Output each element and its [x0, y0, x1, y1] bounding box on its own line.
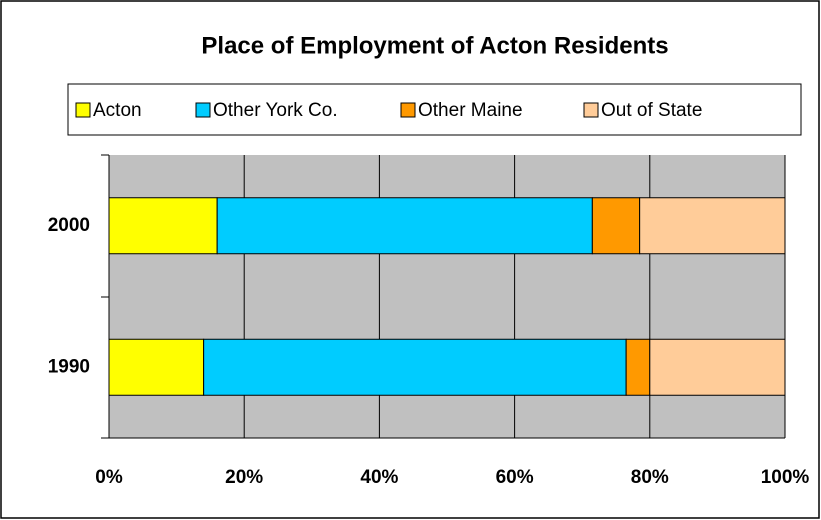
chart-title: Place of Employment of Acton Residents: [201, 32, 668, 59]
bar-segment: [108, 338, 205, 396]
legend-box: [67, 83, 802, 136]
bar-segment: [203, 338, 627, 396]
legend-label: Other York Co.: [213, 100, 338, 121]
legend-label: Acton: [93, 100, 142, 121]
bar-segment: [649, 338, 786, 396]
x-tick-label: 60%: [496, 467, 534, 488]
bar-segment: [639, 197, 786, 255]
bar-segment: [591, 197, 641, 255]
x-tick-label: 40%: [360, 467, 398, 488]
legend-swatch: [400, 102, 416, 118]
bar-segment: [625, 338, 651, 396]
legend-swatch: [75, 102, 91, 118]
legend-swatch: [195, 102, 211, 118]
x-tick-label: 20%: [225, 467, 263, 488]
bar-segment: [108, 197, 218, 255]
legend-label: Out of State: [601, 100, 702, 121]
x-tick-label: 0%: [95, 467, 123, 488]
legend-label: Other Maine: [418, 100, 523, 121]
x-tick-label: 100%: [761, 467, 810, 488]
bar-segment: [216, 197, 593, 255]
x-tick-label: 80%: [631, 467, 669, 488]
y-tick-label: 1990: [48, 356, 90, 377]
y-tick-label: 2000: [48, 215, 90, 236]
legend-swatch: [583, 102, 599, 118]
